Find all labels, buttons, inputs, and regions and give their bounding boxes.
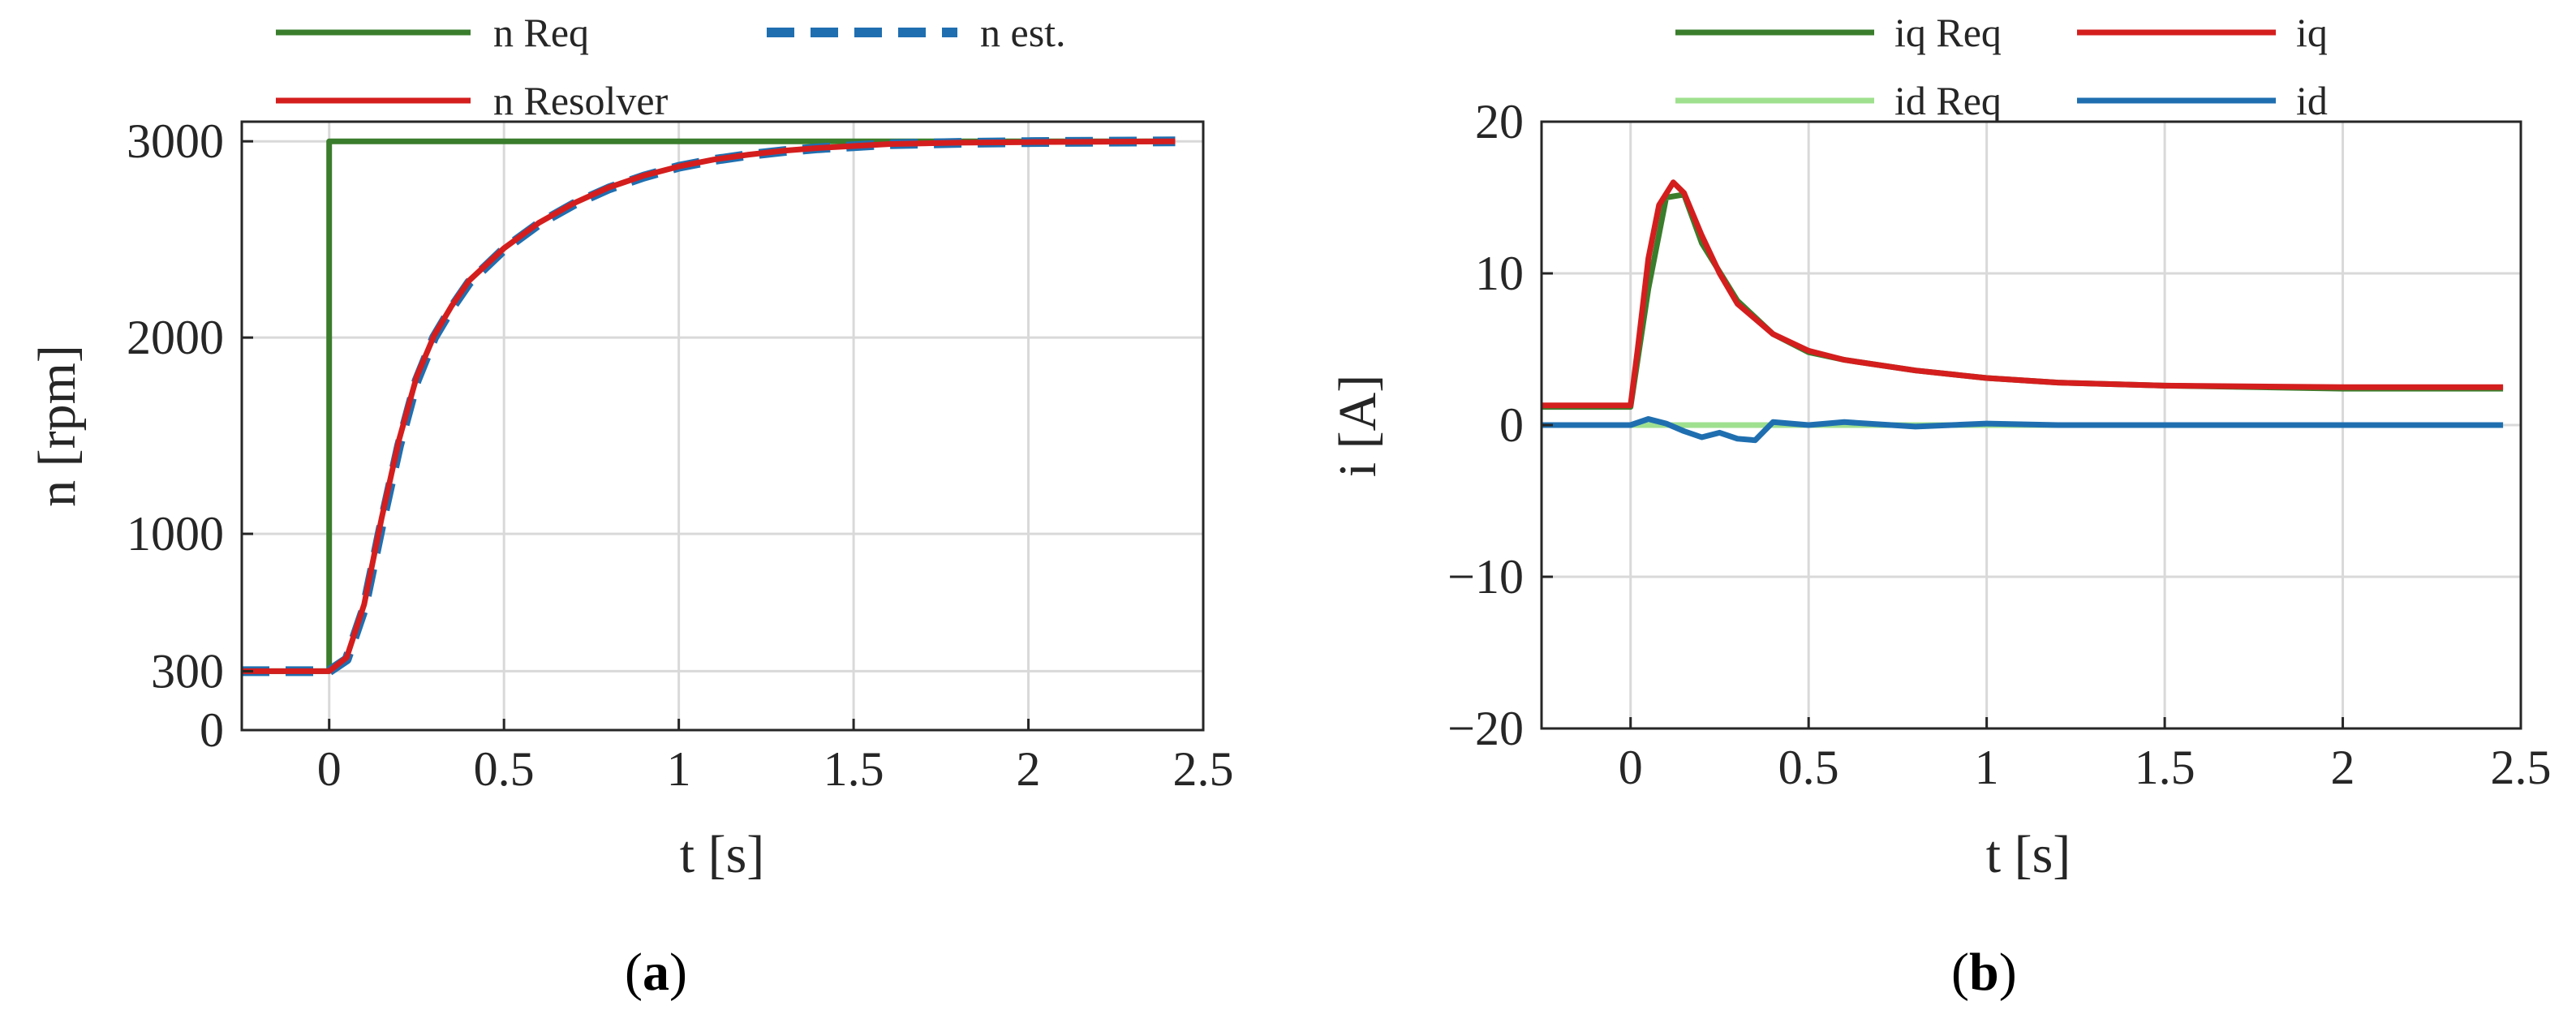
y-tick-label: 0 xyxy=(200,703,224,757)
y-tick-label: 20 xyxy=(1475,95,1524,148)
x-tick-label: 0 xyxy=(1619,741,1643,794)
y-axis-label: n [rpm] xyxy=(28,345,87,507)
panel-label: (a) xyxy=(625,943,687,1002)
x-tick-label: 2 xyxy=(2331,741,2355,794)
y-tick-label: 2000 xyxy=(127,311,224,364)
y-tick-label: 0 xyxy=(1499,398,1524,452)
plot-area xyxy=(240,120,1205,732)
x-axis-label: t [s] xyxy=(680,825,764,884)
x-tick-label: 0.5 xyxy=(1778,741,1839,794)
series-line-iq-req xyxy=(1542,191,2504,410)
x-axis-label: t [s] xyxy=(1986,825,2071,884)
y-tick-label: −10 xyxy=(1447,550,1524,604)
x-tick-label: 1 xyxy=(1975,741,1999,794)
y-tick-label: 300 xyxy=(151,644,224,698)
x-tick-label: 2.5 xyxy=(2491,741,2552,794)
legend-label: id Req xyxy=(1894,78,2002,123)
y-tick-label: 1000 xyxy=(127,507,224,561)
y-tick-label: −20 xyxy=(1447,702,1524,755)
x-tick-label: 1.5 xyxy=(824,742,884,796)
y-tick-label: 10 xyxy=(1475,247,1524,300)
panel-label: (b) xyxy=(1951,943,2017,1002)
y-tick-label: 3000 xyxy=(127,114,224,168)
series-line-id xyxy=(1542,416,2504,444)
legend-label: n Req xyxy=(493,10,589,55)
y-axis-label: i [A] xyxy=(1328,375,1387,477)
x-tick-label: 1 xyxy=(667,742,691,796)
x-tick-label: 1.5 xyxy=(2135,741,2195,794)
legend-label: id xyxy=(2296,78,2328,123)
legend-label: n Resolver xyxy=(493,78,669,123)
panel-b: 0 0.5 1 1.5 2 2.5 −20 −10 0 10 20 t [s] i [A] iq Req i… xyxy=(1328,10,2552,1002)
x-tick-label: 0.5 xyxy=(474,742,535,796)
x-tick-label: 2.5 xyxy=(1173,742,1234,796)
series-line-n-est xyxy=(242,136,1176,677)
x-tick-label: 0 xyxy=(317,742,342,796)
x-tick-label: 2 xyxy=(1017,742,1041,796)
legend-label: iq xyxy=(2296,10,2328,55)
legend-label: iq Req xyxy=(1894,10,2002,55)
series-line-n-resolver xyxy=(242,138,1176,674)
series-line-iq xyxy=(1542,179,2504,409)
legend-label: n est. xyxy=(980,10,1066,55)
series-line-n-req xyxy=(242,138,1176,674)
